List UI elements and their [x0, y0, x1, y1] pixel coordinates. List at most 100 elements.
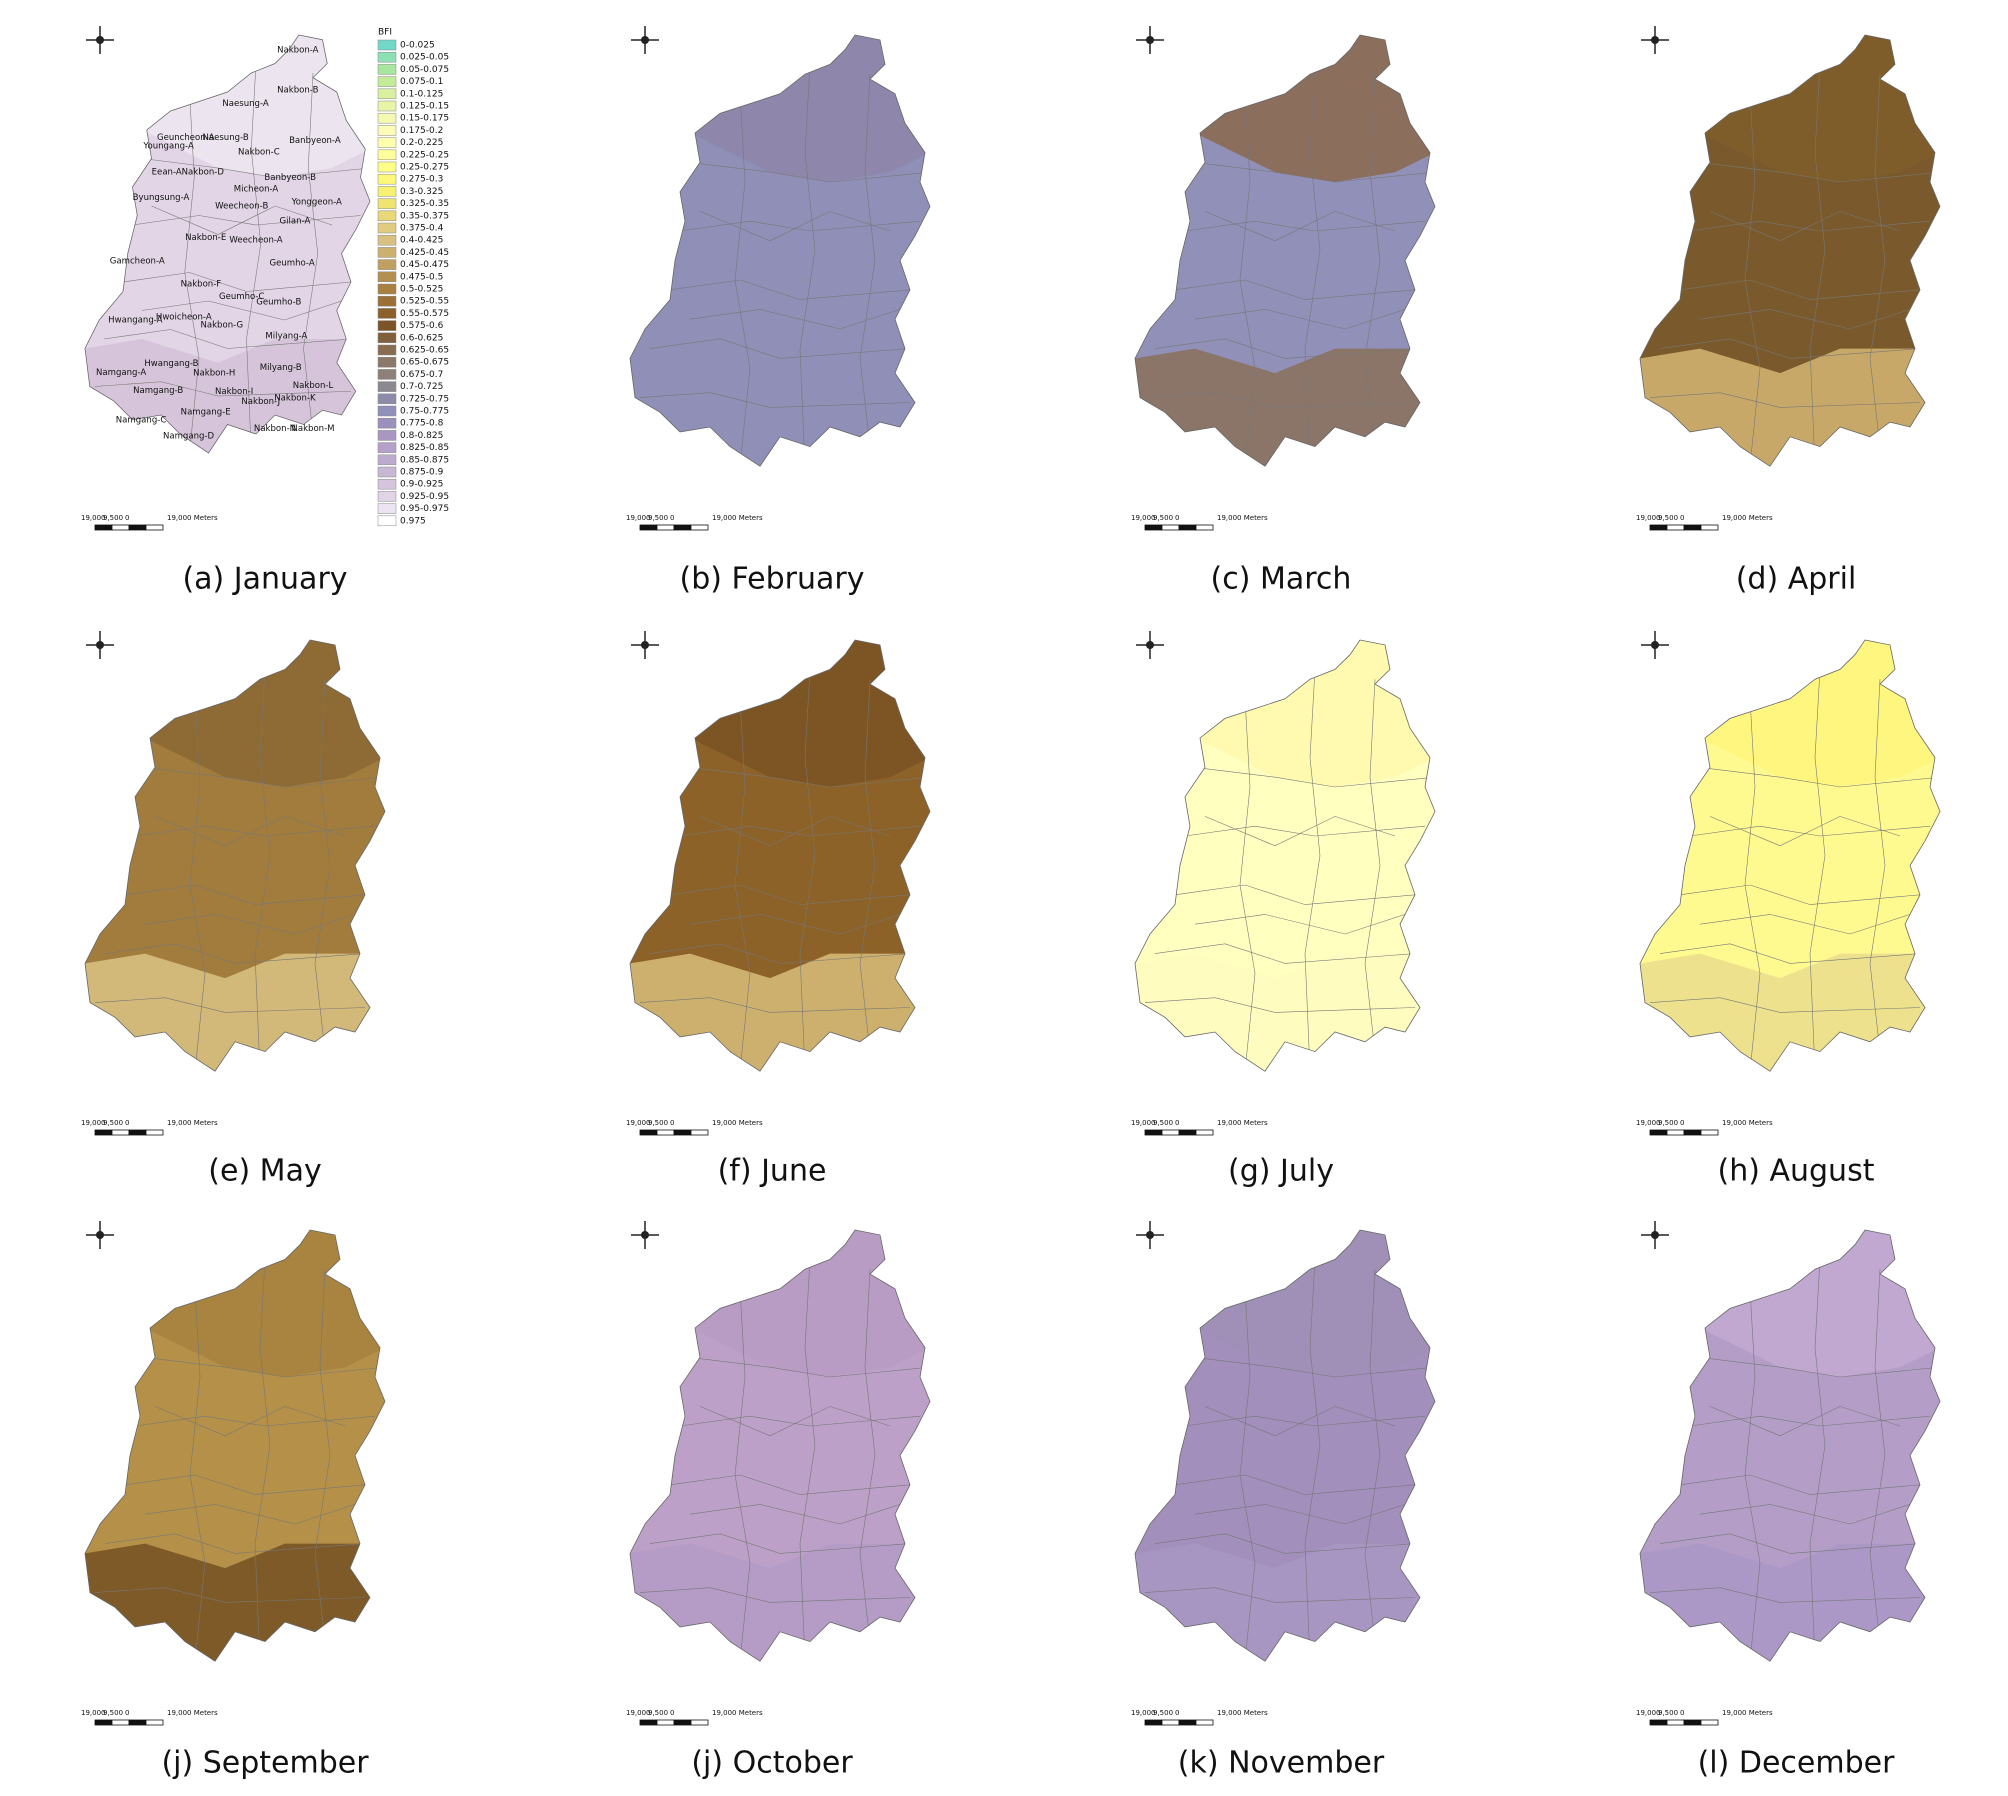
sub-basin-border — [689, 1357, 930, 1378]
scale-bar — [1666, 1719, 1685, 1726]
region-label: Namgang-B — [133, 386, 183, 396]
legend-label: 0.975 — [400, 516, 426, 526]
scale-label: 19,000 Meters — [167, 514, 218, 522]
sub-basin-border — [1194, 309, 1406, 330]
map — [1639, 1229, 1941, 1662]
sub-basin-border — [669, 1474, 911, 1495]
scale-bar — [1683, 1719, 1702, 1726]
sub-basin-border — [639, 1587, 911, 1603]
basin-outline — [84, 639, 386, 1072]
sub-basin-border — [303, 72, 319, 435]
region-label: Nakbon-M — [291, 424, 334, 434]
sub-basin-border — [799, 669, 816, 1072]
sub-basin-border — [689, 162, 930, 183]
legend-swatch — [377, 51, 397, 63]
scale-bar — [128, 1129, 147, 1136]
sub-basin-border — [689, 767, 930, 788]
scale-bar — [94, 524, 113, 531]
scale-bar — [673, 1719, 692, 1726]
legend-swatch — [377, 247, 397, 258]
legend-label: 0.7-0.725 — [400, 382, 443, 392]
sub-basin-border — [1364, 74, 1381, 447]
north-area — [1700, 1230, 1940, 1377]
basin-outline — [629, 639, 931, 1072]
region-label: Namgang-A — [96, 368, 146, 378]
region-label: Namgang-E — [181, 408, 231, 418]
sub-basin-border — [1239, 698, 1256, 1072]
scale-bar — [1178, 1129, 1197, 1136]
region-label: Byungsung-A — [133, 193, 190, 203]
sub-basin-border — [1699, 1357, 1940, 1378]
legend-swatch — [377, 295, 397, 307]
scale-label: 19,000 — [626, 514, 651, 522]
scale-bar — [1666, 1129, 1685, 1136]
scale-bar — [94, 1719, 113, 1726]
legend-label: 0.775-0.8 — [400, 419, 444, 429]
scale-label: 19,000 Meters — [712, 1119, 763, 1127]
legend-label: 0.75-0.775 — [400, 407, 449, 417]
legend-swatch — [377, 344, 397, 356]
scale-bar — [1161, 524, 1180, 531]
legend-swatch — [377, 393, 397, 405]
scale-bar — [639, 1129, 658, 1136]
sub-basin-border — [699, 1406, 891, 1437]
legend-swatch — [377, 137, 397, 148]
sub-basin-border — [1709, 816, 1901, 847]
legend-title: BFI — [378, 28, 392, 38]
scale-bar — [1649, 524, 1668, 531]
legend-label: 0.425-0.45 — [400, 248, 449, 258]
sub-basin-border — [734, 698, 751, 1072]
scale-label: 19,000 Meters — [1722, 1709, 1773, 1717]
scale-bar — [111, 524, 130, 531]
sub-basin-border — [669, 884, 911, 905]
legend-label: 0.5-0.525 — [400, 285, 443, 295]
legend-swatch — [377, 405, 397, 417]
sub-basin-border — [1689, 220, 1931, 232]
sub-basin-border — [132, 215, 361, 226]
north-area — [142, 35, 370, 178]
caption: (l) December — [1698, 1746, 1896, 1781]
compass — [1651, 36, 1659, 44]
sub-basin-border — [94, 1587, 366, 1603]
scale-label: 19,000 — [1636, 1709, 1661, 1717]
sub-basin-border — [1154, 943, 1416, 964]
scale-label: 9,500 — [1658, 1119, 1678, 1127]
sub-basin-border — [679, 1415, 921, 1427]
scale-bar — [1700, 524, 1719, 531]
legend-label: 0.575-0.6 — [400, 321, 444, 331]
legend-swatch — [377, 491, 397, 502]
sub-basin-border — [1744, 1288, 1761, 1662]
legend-swatch — [377, 430, 397, 441]
scale-bar — [128, 524, 147, 531]
scale-bar — [145, 1719, 164, 1726]
legend-swatch — [377, 283, 397, 295]
legend-swatch — [377, 381, 397, 392]
scale-label: 19,000 Meters — [1217, 1119, 1268, 1127]
sub-basin-border — [1659, 338, 1921, 359]
region-label: Nakbon-K — [274, 393, 316, 403]
legend-label: 0.1-0.125 — [400, 89, 443, 99]
sub-basin-border — [94, 997, 366, 1013]
legend-label: 0.2-0.225 — [400, 138, 443, 148]
region-label: Micheon-A — [234, 184, 279, 194]
legend-label: 0.525-0.55 — [400, 297, 449, 307]
sub-basin-border — [154, 1406, 346, 1437]
sub-basin-border — [649, 943, 911, 964]
caption: (j) October — [691, 1746, 853, 1781]
region-label: Hwangang-A — [108, 315, 162, 325]
region-label: Geumho-C — [219, 292, 265, 302]
caption: (c) March — [1211, 562, 1352, 597]
sub-basin-border — [1184, 1415, 1426, 1427]
basin-outline — [1639, 34, 1941, 467]
scale-label: 19,000 Meters — [1722, 1119, 1773, 1127]
sub-basin-border — [669, 279, 911, 300]
basin-outline — [84, 1229, 386, 1662]
legend-swatch — [377, 454, 397, 466]
scale-bar — [1700, 1719, 1719, 1726]
sub-basin-border — [254, 1259, 271, 1662]
sub-basin-border — [103, 329, 352, 349]
legend-swatch — [377, 234, 397, 246]
